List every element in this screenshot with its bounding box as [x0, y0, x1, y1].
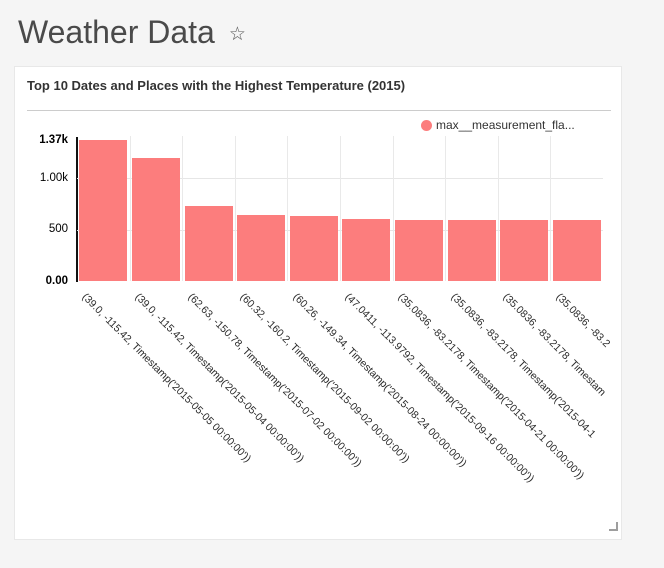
y-axis-tick-label: 0.00 [45, 274, 68, 287]
v-gridline [340, 136, 341, 281]
bar[interactable] [289, 215, 338, 281]
card-resize-handle[interactable] [609, 522, 618, 531]
legend-series-dot-icon [421, 119, 432, 131]
page-header: Weather Data ☆ [18, 8, 246, 56]
chart-card: Top 10 Dates and Places with the Highest… [15, 67, 621, 539]
v-gridline [392, 136, 394, 281]
v-gridline [445, 136, 447, 281]
v-gridline [497, 136, 499, 281]
bar[interactable] [131, 157, 180, 281]
v-gridline [287, 136, 289, 281]
chart-title: Top 10 Dates and Places with the Highest… [27, 78, 406, 93]
bar[interactable] [342, 218, 391, 281]
y-axis-tick-label: 1.37k [39, 133, 68, 146]
v-gridline [234, 136, 236, 281]
x-axis-tick-label: (47.0411, -113.9792, Timestamp('2015-09-… [342, 291, 537, 485]
title-divider [27, 110, 611, 111]
favorite-star-icon[interactable]: ☆ [228, 23, 246, 45]
x-axis-tick-label: (60.26, -149.34, Timestamp('2015-08-24 0… [290, 291, 469, 470]
y-axis-line [76, 137, 78, 282]
y-axis-tick-label: 1.00k [39, 171, 68, 184]
x-axis-tick-label: (62.63, -150.78, Timestamp('2015-07-02 0… [185, 291, 364, 470]
bar[interactable] [394, 219, 443, 281]
x-axis-tick-label: (35.0836, -83.2 [553, 291, 613, 350]
x-axis-tick-label: (35.0836, -83.2178, Timestamp('2015-04-2… [395, 291, 587, 482]
v-gridline [182, 136, 184, 281]
y-axis-tick-label: 500 [48, 223, 68, 236]
bar-chart-plot: 0.00 500 1.00k 1.37k (39.0, -115.42, Timesta… [15, 67, 621, 539]
bar[interactable] [184, 205, 233, 281]
page-title: Weather Data [18, 13, 215, 50]
bar[interactable] [237, 215, 286, 281]
bar[interactable] [79, 140, 128, 281]
bar[interactable] [500, 219, 549, 281]
x-axis-tick-label: (35.0836, -83.2178, Timestam [500, 291, 609, 399]
legend-series-label: max__measurement_fla... [436, 118, 575, 132]
v-gridline [550, 136, 552, 281]
bar[interactable] [447, 219, 496, 281]
v-gridline [129, 136, 131, 281]
bar[interactable] [552, 219, 601, 281]
legend-item[interactable]: max__measurement_fla... [421, 118, 575, 132]
